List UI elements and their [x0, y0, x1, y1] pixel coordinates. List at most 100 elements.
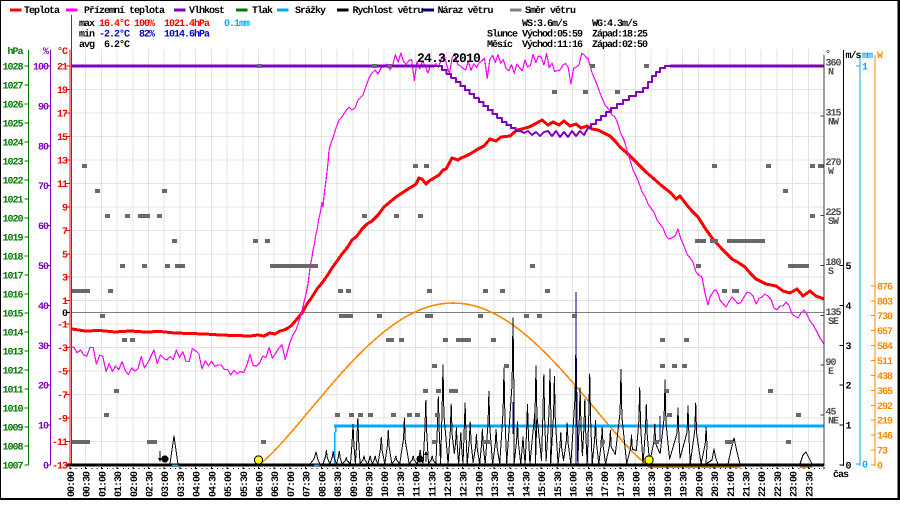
svg-text:06:00: 06:00 — [256, 471, 267, 497]
svg-text:21:00: 21:00 — [727, 471, 738, 497]
svg-text:0: 0 — [877, 462, 883, 473]
svg-text:-11: -11 — [52, 438, 68, 449]
svg-text:1020: 1020 — [2, 215, 23, 226]
svg-text:45: 45 — [826, 408, 837, 419]
svg-text:13: 13 — [57, 156, 68, 167]
svg-text:00:00: 00:00 — [67, 471, 78, 497]
svg-text:°C: °C — [57, 47, 68, 58]
svg-text:WS:3.6m/s: WS:3.6m/s — [522, 18, 568, 30]
svg-text:146: 146 — [877, 432, 893, 443]
svg-text:1009: 1009 — [2, 424, 23, 435]
svg-text:09:00: 09:00 — [350, 471, 361, 497]
svg-text:Západ:18:25: Západ:18:25 — [592, 29, 648, 41]
svg-text:1027: 1027 — [2, 82, 23, 93]
svg-text:05:00: 05:00 — [224, 471, 235, 497]
svg-text:30: 30 — [38, 342, 49, 353]
svg-text:315: 315 — [826, 108, 842, 119]
svg-text:9: 9 — [62, 203, 68, 214]
svg-text:1014.6hPa: 1014.6hPa — [164, 29, 210, 41]
svg-text:10:30: 10:30 — [397, 471, 408, 497]
svg-text:-1: -1 — [57, 321, 68, 332]
svg-text:1012: 1012 — [2, 367, 23, 378]
svg-text:14:30: 14:30 — [523, 471, 534, 497]
svg-text:S: S — [828, 267, 834, 278]
svg-text:1021: 1021 — [2, 196, 23, 207]
svg-text:10:00: 10:00 — [381, 471, 392, 497]
svg-text:Teplota: Teplota — [24, 5, 60, 17]
svg-text:04:30: 04:30 — [208, 471, 219, 497]
svg-text:6.2°C: 6.2°C — [104, 40, 130, 51]
svg-text:08:00: 08:00 — [318, 471, 329, 497]
svg-text:16:30: 16:30 — [585, 471, 596, 497]
svg-text:N: N — [828, 68, 834, 79]
svg-text:03:00: 03:00 — [161, 471, 172, 497]
svg-text:730: 730 — [877, 312, 893, 323]
svg-text:1: 1 — [862, 63, 868, 74]
svg-text:73: 73 — [877, 447, 888, 458]
svg-text:7: 7 — [62, 227, 68, 238]
svg-text:E: E — [828, 367, 834, 378]
svg-text:03:30: 03:30 — [177, 471, 188, 497]
svg-text:15: 15 — [57, 133, 68, 144]
svg-text:%: % — [43, 47, 49, 58]
svg-text:20:00: 20:00 — [695, 471, 706, 497]
svg-text:19: 19 — [57, 86, 68, 97]
svg-text:04:00: 04:00 — [193, 471, 204, 497]
svg-text:08:30: 08:30 — [334, 471, 345, 497]
svg-text:17: 17 — [57, 109, 68, 120]
svg-text:1021.4hPa: 1021.4hPa — [164, 18, 210, 30]
svg-text:18:00: 18:00 — [633, 471, 644, 497]
svg-text:1011: 1011 — [2, 386, 23, 397]
svg-text:Měsíc Východ:11:16: Měsíc Východ:11:16 — [487, 39, 583, 51]
svg-text:40: 40 — [38, 302, 49, 313]
svg-text:°: ° — [825, 50, 830, 61]
svg-text:17:00: 17:00 — [601, 471, 612, 497]
svg-text:18:30: 18:30 — [648, 471, 659, 497]
svg-text:511: 511 — [877, 357, 893, 368]
svg-text:5: 5 — [62, 250, 68, 261]
svg-text:W: W — [828, 167, 834, 178]
svg-text:12:00: 12:00 — [444, 471, 455, 497]
svg-text:1026: 1026 — [2, 101, 23, 112]
svg-text:657: 657 — [877, 327, 893, 338]
svg-text:1: 1 — [62, 297, 68, 308]
svg-text:WG:4.3m/s: WG:4.3m/s — [592, 18, 638, 30]
svg-text:1019: 1019 — [2, 234, 23, 245]
svg-text:0: 0 — [62, 309, 68, 320]
svg-text:min: min — [79, 29, 95, 41]
svg-text:hPa: hPa — [7, 46, 23, 58]
svg-text:NW: NW — [828, 117, 839, 128]
svg-text:Vlhkost: Vlhkost — [189, 5, 225, 17]
svg-text:365: 365 — [877, 387, 893, 398]
svg-text:max: max — [79, 19, 95, 30]
svg-text:15:00: 15:00 — [538, 471, 549, 497]
svg-text:-5: -5 — [57, 368, 68, 379]
svg-text:16.4°C 100%: 16.4°C 100% — [99, 19, 155, 30]
svg-text:Slunce Východ:05:59: Slunce Východ:05:59 — [487, 29, 583, 41]
svg-text:Tlak: Tlak — [252, 5, 273, 17]
svg-text:-7: -7 — [57, 391, 68, 402]
svg-text:1028: 1028 — [2, 63, 23, 74]
svg-text:1023: 1023 — [2, 158, 23, 169]
svg-text:NE: NE — [828, 417, 839, 428]
svg-text:Západ:02:50: Západ:02:50 — [592, 39, 648, 51]
svg-text:584: 584 — [877, 342, 893, 353]
svg-text:19:00: 19:00 — [664, 471, 675, 497]
svg-text:Srážky: Srážky — [295, 5, 326, 17]
svg-text:m/s: m/s — [846, 50, 862, 62]
svg-text:22:00: 22:00 — [758, 471, 769, 497]
svg-text:0.1mm: 0.1mm — [224, 19, 250, 30]
svg-text:02:30: 02:30 — [146, 471, 157, 497]
svg-text:4: 4 — [846, 302, 852, 313]
svg-text:5: 5 — [846, 262, 852, 273]
svg-text:70: 70 — [38, 182, 49, 193]
svg-text:01:30: 01:30 — [114, 471, 125, 497]
svg-text:Rychlost větru: Rychlost větru — [353, 5, 424, 17]
svg-text:SE: SE — [828, 317, 839, 328]
svg-text:0: 0 — [862, 461, 868, 472]
svg-text:14:00: 14:00 — [507, 471, 518, 497]
svg-text:135: 135 — [826, 308, 842, 319]
svg-text:80: 80 — [38, 142, 49, 153]
svg-text:3: 3 — [846, 342, 852, 353]
svg-text:270: 270 — [826, 158, 842, 169]
